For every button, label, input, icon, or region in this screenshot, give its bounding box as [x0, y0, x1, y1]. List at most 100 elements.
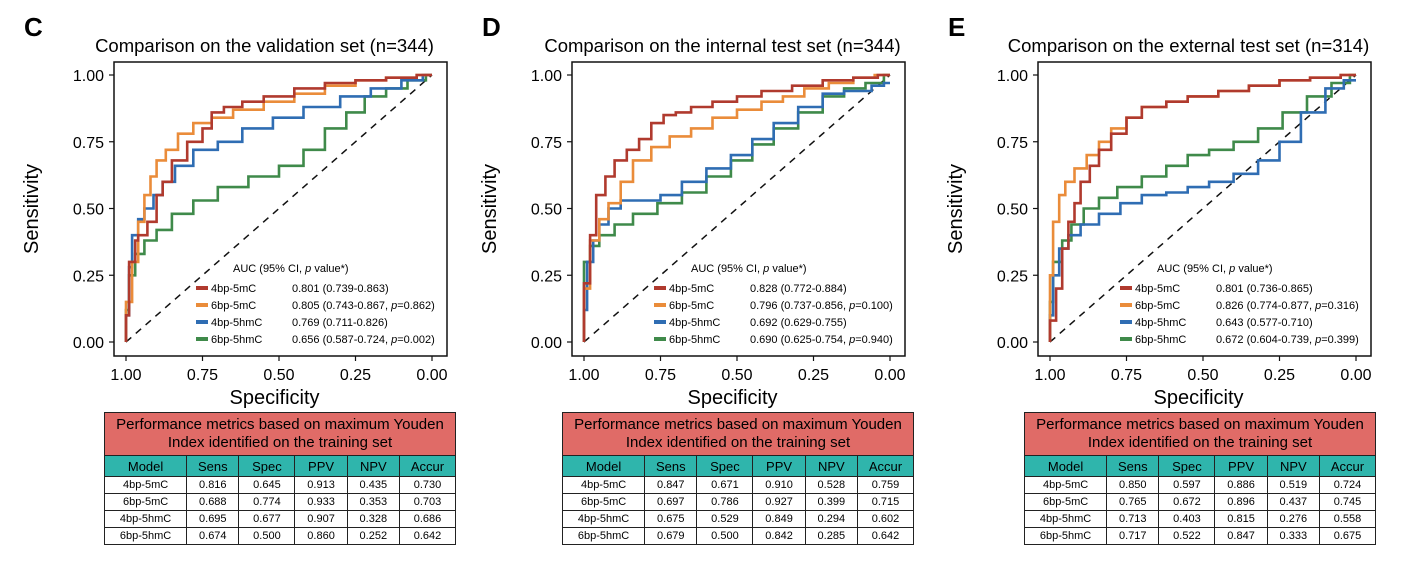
table-header: Performance metrics based on maximum You…	[1024, 412, 1376, 456]
table-column-header-row: Model Sens Spec PPV NPV Accur	[1023, 455, 1377, 477]
table-cell: 4bp-5mC	[1023, 476, 1108, 494]
legend-auc: 0.826 (0.774-0.877, p=0.316)	[1216, 300, 1359, 312]
table-cell: 0.765	[1106, 493, 1160, 511]
y-tick-label: 1.00	[531, 68, 562, 85]
table-cell: 0.815	[1214, 510, 1268, 528]
table-row: 6bp-5hmC 0.679 0.500 0.842 0.285 0.642	[561, 527, 915, 545]
table-cell: 6bp-5mC	[103, 493, 188, 511]
table-cell: 0.437	[1266, 493, 1320, 511]
table-cell: 0.645	[238, 476, 296, 494]
y-tick-label: 0.25	[73, 268, 104, 285]
table-row: 4bp-5mC 0.816 0.645 0.913 0.435 0.730	[103, 476, 457, 494]
table-cell: 0.886	[1214, 476, 1268, 494]
table-cell: 0.679	[644, 527, 698, 545]
table-cell: 0.724	[1318, 476, 1377, 494]
table-cell: 0.933	[294, 493, 348, 511]
table-cell: 0.913	[294, 476, 348, 494]
y-axis-label: Sensitivity	[479, 164, 501, 254]
roc-chart: E Comparison on the external test set (n=…	[945, 12, 1372, 409]
legend-name: 4bp-5mC	[211, 283, 256, 295]
x-axis-label: Specificity	[229, 387, 319, 409]
legend-auc: 0.690 (0.625-0.754, p=0.940)	[750, 334, 893, 346]
reference-diagonal	[125, 74, 433, 343]
table-cell: 6bp-5hmC	[103, 527, 188, 545]
table-column-header: PPV	[294, 455, 348, 477]
table-cell: 4bp-5hmC	[1023, 510, 1108, 528]
table-column-header-row: Model Sens Spec PPV NPV Accur	[103, 455, 457, 477]
panel-c: C Comparison on the validation set (n=344…	[0, 0, 468, 573]
table-cell: 0.522	[1158, 527, 1216, 545]
table-cell: 6bp-5mC	[561, 493, 646, 511]
table-row: 6bp-5mC 0.697 0.786 0.927 0.399 0.715	[561, 493, 915, 511]
roc-curve-4bp-5mC	[582, 73, 890, 342]
table-cell: 6bp-5hmC	[561, 527, 646, 545]
table-cell: 0.910	[752, 476, 806, 494]
table-cell: 0.849	[752, 510, 806, 528]
table-column-header: Accur	[398, 455, 457, 477]
x-tick-label: 0.50	[721, 367, 752, 384]
table-cell: 0.597	[1158, 476, 1216, 494]
reference-diagonal	[583, 74, 891, 343]
table-cell: 0.842	[752, 527, 806, 545]
metrics-table: Performance metrics based on maximum You…	[103, 412, 457, 545]
y-tick-label: 0.25	[997, 268, 1028, 285]
x-tick-label: 0.00	[874, 367, 905, 384]
legend-auc: 0.769 (0.711-0.826)	[292, 317, 388, 329]
table-column-header: NPV	[1266, 455, 1320, 477]
panel-letter: C	[24, 12, 43, 42]
table-cell: 0.399	[804, 493, 858, 511]
legend-auc: 0.692 (0.629-0.755)	[750, 317, 847, 329]
table-cell: 0.276	[1266, 510, 1320, 528]
roc-curve-6bp-5mC	[582, 73, 890, 342]
table-row: 6bp-5mC 0.765 0.672 0.896 0.437 0.745	[1023, 493, 1377, 511]
x-tick-label: 0.25	[340, 367, 371, 384]
table-cell: 0.602	[856, 510, 915, 528]
table-cell: 0.671	[696, 476, 754, 494]
legend-name: 6bp-5mC	[1135, 300, 1180, 312]
table-cell: 0.333	[1266, 527, 1320, 545]
table-cell: 4bp-5hmC	[561, 510, 646, 528]
x-tick-label: 1.00	[1034, 367, 1065, 384]
table-cell: 0.715	[856, 493, 915, 511]
legend-title: AUC (95% CI, p value*)	[691, 263, 807, 275]
table-column-header: Accur	[1318, 455, 1377, 477]
legend-name: 6bp-5mC	[669, 300, 714, 312]
table-cell: 0.674	[186, 527, 240, 545]
metrics-table: Performance metrics based on maximum You…	[561, 412, 915, 545]
roc-chart: C Comparison on the validation set (n=344…	[21, 12, 448, 409]
table-row: 4bp-5hmC 0.675 0.529 0.849 0.294 0.602	[561, 510, 915, 528]
table-cell: 0.816	[186, 476, 240, 494]
x-axis-label: Specificity	[687, 387, 777, 409]
x-tick-label: 0.75	[1111, 367, 1142, 384]
y-tick-label: 1.00	[997, 68, 1028, 85]
table-cell: 0.353	[346, 493, 400, 511]
table-cell: 0.435	[346, 476, 400, 494]
table-row: 6bp-5mC 0.688 0.774 0.933 0.353 0.703	[103, 493, 457, 511]
roc-curve-4bp-5mC	[1048, 73, 1356, 342]
table-cell: 0.686	[398, 510, 457, 528]
table-cell: 0.703	[398, 493, 457, 511]
table-cell: 0.695	[186, 510, 240, 528]
legend-name: 4bp-5hmC	[1135, 317, 1186, 329]
table-row: 4bp-5hmC 0.713 0.403 0.815 0.276 0.558	[1023, 510, 1377, 528]
x-tick-label: 0.25	[798, 367, 829, 384]
table-row: 4bp-5hmC 0.695 0.677 0.907 0.328 0.686	[103, 510, 457, 528]
y-tick-label: 0.00	[73, 335, 104, 352]
x-tick-label: 0.00	[416, 367, 447, 384]
legend-auc: 0.801 (0.739-0.863)	[292, 283, 389, 295]
legend-auc: 0.805 (0.743-0.867, p=0.862)	[292, 300, 435, 312]
table-cell: 4bp-5mC	[103, 476, 188, 494]
legend-name: 6bp-5hmC	[1135, 334, 1186, 346]
y-tick-label: 0.50	[997, 202, 1028, 219]
table-cell: 0.927	[752, 493, 806, 511]
y-tick-label: 0.75	[531, 135, 562, 152]
x-tick-label: 0.50	[263, 367, 294, 384]
table-cell: 0.528	[804, 476, 858, 494]
legend-name: 6bp-5hmC	[211, 334, 262, 346]
table-cell: 0.252	[346, 527, 400, 545]
x-tick-label: 1.00	[110, 367, 141, 384]
y-tick-label: 0.75	[73, 135, 104, 152]
table-cell: 0.519	[1266, 476, 1320, 494]
legend-name: 6bp-5mC	[211, 300, 256, 312]
x-tick-label: 1.00	[568, 367, 599, 384]
